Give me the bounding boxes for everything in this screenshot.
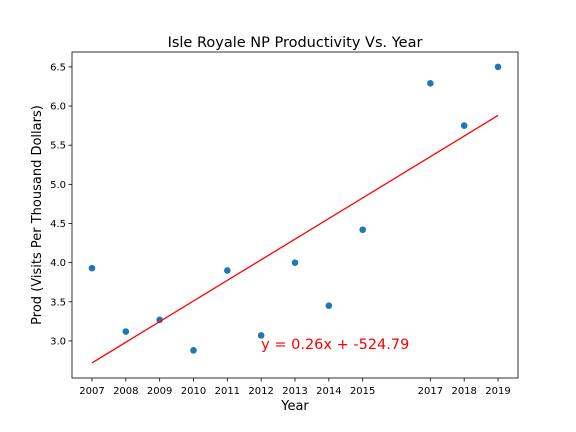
point — [156, 316, 163, 324]
y-tick-label: 5.5 — [50, 141, 66, 152]
y-axis-label: Prod (Visits Per Thousand Dollars) — [30, 105, 45, 325]
y-tick-label: 4.5 — [50, 219, 66, 230]
point — [224, 267, 231, 274]
x-tick-label: 2015 — [350, 386, 375, 397]
x-tick-label: 2012 — [248, 386, 273, 397]
y-tick-label: 6.0 — [50, 102, 66, 113]
x-tick-label: 2009 — [147, 386, 172, 397]
x-tick-label: 2008 — [113, 386, 138, 397]
trend-line — [91, 114, 499, 364]
point — [190, 347, 197, 354]
x-tick-label: 2018 — [451, 386, 476, 397]
y-tick-label: 3.5 — [50, 297, 66, 308]
y-tick-label: 3.0 — [50, 336, 66, 347]
x-axis-label: Year — [280, 399, 309, 414]
chart-title: Isle Royale NP Productivity Vs. Year — [168, 35, 423, 51]
x-tick-label: 2013 — [282, 386, 307, 397]
y-tick-label: 5.0 — [50, 180, 66, 191]
point — [325, 302, 333, 310]
point — [88, 264, 96, 272]
point — [494, 63, 502, 71]
y-tick-label: 4.0 — [50, 258, 66, 269]
point — [122, 328, 130, 335]
x-tick-label: 2011 — [215, 386, 240, 397]
x-tick-label: 2014 — [316, 386, 341, 397]
x-tick-label: 2010 — [181, 386, 206, 397]
point — [291, 259, 299, 266]
x-tick-label: 2019 — [485, 386, 510, 397]
point — [460, 122, 468, 129]
annotation: y = 0.26x + -524.79 — [261, 337, 409, 353]
point — [257, 332, 265, 339]
point — [427, 80, 434, 87]
x-tick-label: 2017 — [418, 386, 443, 397]
x-tick-label: 2007 — [79, 386, 104, 397]
point — [359, 226, 366, 234]
y-tick-label: 6.5 — [50, 62, 66, 73]
